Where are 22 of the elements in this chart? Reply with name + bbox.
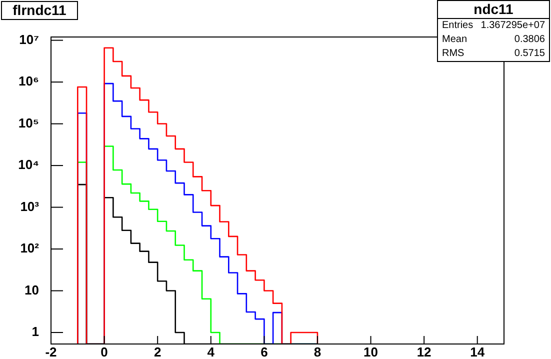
x-tick-label: 14: [470, 344, 486, 359]
x-tick-label: 2: [154, 344, 162, 359]
y-tick-label: 10⁶: [18, 74, 40, 89]
x-tick-label: 10: [364, 344, 378, 359]
x-tick-label: 4: [207, 344, 216, 359]
x-tick-label: 12: [416, 344, 432, 359]
text: ndc11: [438, 1, 549, 19]
y-tick-label: 10²: [20, 240, 40, 256]
y-tick-label: 10⁴: [18, 157, 39, 172]
y-tick-label: 10⁷: [19, 32, 39, 47]
y-tick-label: 10⁵: [18, 115, 39, 130]
y-tick-label: 10: [24, 282, 39, 298]
y-tick-label: 1: [32, 324, 39, 340]
text: Mean 0.3806: [442, 34, 545, 45]
chart-title: flrndc11: [1, 1, 78, 20]
x-tick-label: 0: [100, 344, 108, 359]
text: RMS 0.5715: [442, 48, 545, 59]
text: Entries 1.367295e+07: [442, 19, 545, 33]
x-tick-label: 8: [314, 344, 322, 359]
x-tick-label: -2: [45, 344, 57, 359]
y-tick-label: 10³: [20, 198, 40, 214]
x-tick-label: 6: [260, 344, 268, 359]
